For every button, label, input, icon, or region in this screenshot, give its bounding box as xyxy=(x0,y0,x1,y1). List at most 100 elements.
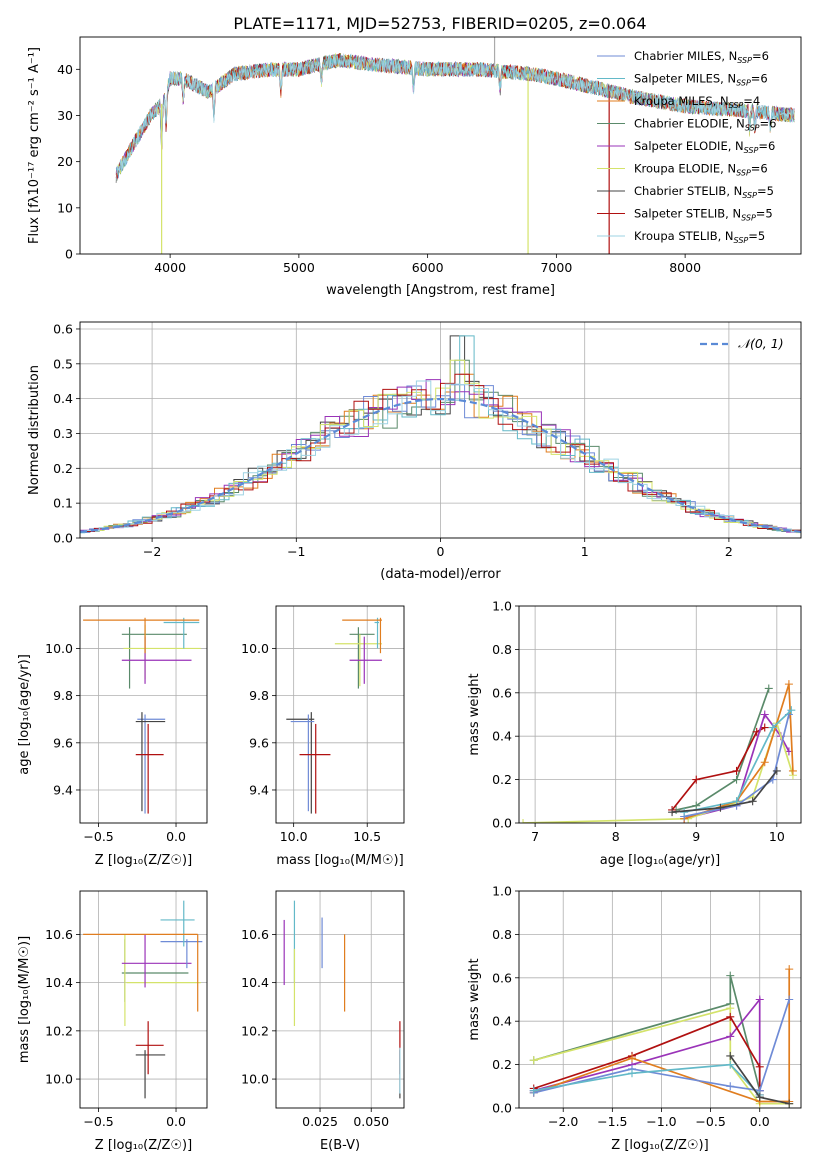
legend-entry: Salpeter MILES, NSSP=6 xyxy=(634,72,768,88)
y-tick-label: 0.4 xyxy=(492,1014,512,1029)
x-axis-label: Z [log₁₀(Z/Z☉)] xyxy=(611,1138,708,1153)
age-vs-z-panel: −0.5 0.0 9.4 9.6 9.8 10.0 Z [log₁₀(Z/Z☉)] age [… xyxy=(17,605,208,868)
y-tick-label: 0 xyxy=(65,247,73,262)
y-tick-label: 9.8 xyxy=(53,688,73,703)
x-tick-label: 1 xyxy=(581,544,589,559)
mass-weight-marker xyxy=(726,971,735,980)
y-tick-label: 1.0 xyxy=(492,884,512,899)
y-tick-label: 10.4 xyxy=(241,975,269,990)
y-tick-label: 10 xyxy=(57,200,73,215)
error-bar-point xyxy=(163,617,200,649)
x-tick-label: −1.0 xyxy=(646,1114,676,1129)
mass-weight-series xyxy=(533,1063,761,1096)
x-tick-label: 5000 xyxy=(283,260,315,275)
y-tick-label: 20 xyxy=(57,154,73,169)
x-tick-label: 0.025 xyxy=(302,1114,338,1129)
x-axis-label: E(B-V) xyxy=(320,1138,360,1153)
spectrum-line xyxy=(115,53,795,180)
mass-weight-marker xyxy=(627,1054,636,1063)
y-tick-label: 0.3 xyxy=(53,426,73,441)
y-tick-label: 9.6 xyxy=(249,735,269,750)
spectrum-plot-area xyxy=(115,37,795,254)
error-bar-point xyxy=(121,939,189,1002)
mass-weight-marker xyxy=(529,1056,538,1065)
y-axis-label: mass weight xyxy=(467,958,482,1040)
age-vs-mass-panel: 10.0 10.5 9.4 9.6 9.8 10.0 mass [log₁₀(M/M☉)] xyxy=(241,605,405,868)
y-axis-label: mass weight xyxy=(467,673,482,755)
mass-weight-marker xyxy=(748,797,757,806)
mass-weight-series xyxy=(533,975,761,1098)
mass-weight-series xyxy=(672,770,778,813)
residual-histogram-frame xyxy=(79,321,802,539)
x-tick-label: −1 xyxy=(287,544,305,559)
y-tick-label: 10.0 xyxy=(241,1072,269,1087)
y-tick-label: 0.8 xyxy=(492,927,512,942)
error-bar-point xyxy=(342,617,382,654)
mass-weight-series xyxy=(675,688,770,811)
legend-entry: Chabrier ELODIE, NSSP=6 xyxy=(634,117,776,133)
y-tick-label: 0.6 xyxy=(492,685,512,700)
y-tick-label: 9.6 xyxy=(53,735,73,750)
mass-vs-z-frame xyxy=(79,890,208,1109)
error-bar-point xyxy=(374,617,379,649)
mass-weight-marker xyxy=(760,758,769,767)
y-axis-label: Flux [fλ10⁻¹⁷ erg cm⁻² s⁻¹ A⁻¹] xyxy=(27,47,42,244)
mass-weight-marker xyxy=(760,710,769,719)
x-tick-label: 8000 xyxy=(669,260,701,275)
y-tick-label: 10.2 xyxy=(45,1023,73,1038)
spectrum-panel: 4000 5000 6000 7000 8000 0 10 20 30 40 Chabrier MI… xyxy=(27,36,802,298)
error-bar-point xyxy=(83,617,200,654)
y-axis-label: Normed distribution xyxy=(27,365,42,495)
mass-weight-marker xyxy=(755,1093,764,1102)
error-bar-point xyxy=(299,723,331,814)
mass-vs-ebv-plot-area xyxy=(276,891,404,1108)
mass-weight-vs-z-panel: −2.0 −1.5 −1.0 −0.5 0.0 0.0 0.2 0.4 0.6 0.8 1.0 Z [… xyxy=(467,884,802,1153)
histogram-series xyxy=(80,335,801,533)
residual-histogram-plot-area xyxy=(80,322,801,538)
x-tick-label: 10.5 xyxy=(353,829,381,844)
y-tick-label: 0.6 xyxy=(492,970,512,985)
mass-weight-marker xyxy=(732,775,741,784)
mass-weight-vs-z-frame xyxy=(518,890,802,1109)
x-tick-label: 10.0 xyxy=(280,829,308,844)
y-tick-label: 30 xyxy=(57,108,73,123)
y-tick-label: 0.4 xyxy=(53,391,73,406)
mass-weight-marker xyxy=(726,1012,735,1021)
error-bar-point xyxy=(124,934,201,1027)
y-tick-label: 9.4 xyxy=(249,782,269,797)
x-axis-label: (data-model)/error xyxy=(380,567,501,582)
y-tick-label: 9.4 xyxy=(53,782,73,797)
mass-weight-marker xyxy=(726,1032,735,1041)
mass-weight-vs-age-frame xyxy=(518,605,802,824)
histogram-series xyxy=(80,373,801,534)
x-tick-label: 6000 xyxy=(412,260,444,275)
legend-entry: Kroupa MILES, NSSP=4 xyxy=(634,94,760,110)
mass-weight-marker xyxy=(785,965,794,974)
mass-weight-marker xyxy=(680,808,689,817)
error-bar-point xyxy=(121,627,187,689)
y-tick-label: 0.5 xyxy=(53,356,73,371)
x-tick-label: 0.0 xyxy=(166,829,186,844)
y-tick-label: 0.6 xyxy=(53,321,73,336)
mass-weight-marker xyxy=(732,766,741,775)
y-axis-label: age [log₁₀(age/yr)] xyxy=(17,654,32,775)
y-tick-label: 0.2 xyxy=(492,772,512,787)
x-tick-label: 0 xyxy=(437,544,445,559)
mass-weight-marker xyxy=(785,1099,794,1108)
error-bar-point xyxy=(135,1021,164,1075)
y-tick-label: 10.2 xyxy=(241,1023,269,1038)
y-tick-label: 10.4 xyxy=(45,975,73,990)
x-tick-label: −1.5 xyxy=(597,1114,627,1129)
error-bar-point xyxy=(83,933,199,1012)
x-tick-label: −0.5 xyxy=(83,829,113,844)
age-vs-z-frame xyxy=(79,605,208,824)
x-axis-label: wavelength [Angstrom, rest frame] xyxy=(326,283,555,298)
spectrum-frame xyxy=(79,36,802,255)
y-tick-label: 10.6 xyxy=(241,927,269,942)
x-tick-label: 0.050 xyxy=(353,1114,389,1129)
x-tick-label: 7000 xyxy=(540,260,572,275)
mass-vs-z-panel: −0.5 0.0 10.0 10.2 10.4 10.6 Z [log₁₀(Z/Z☉)] ma… xyxy=(17,890,208,1153)
y-tick-label: 0.8 xyxy=(492,642,512,657)
mass-weight-marker xyxy=(788,766,797,775)
